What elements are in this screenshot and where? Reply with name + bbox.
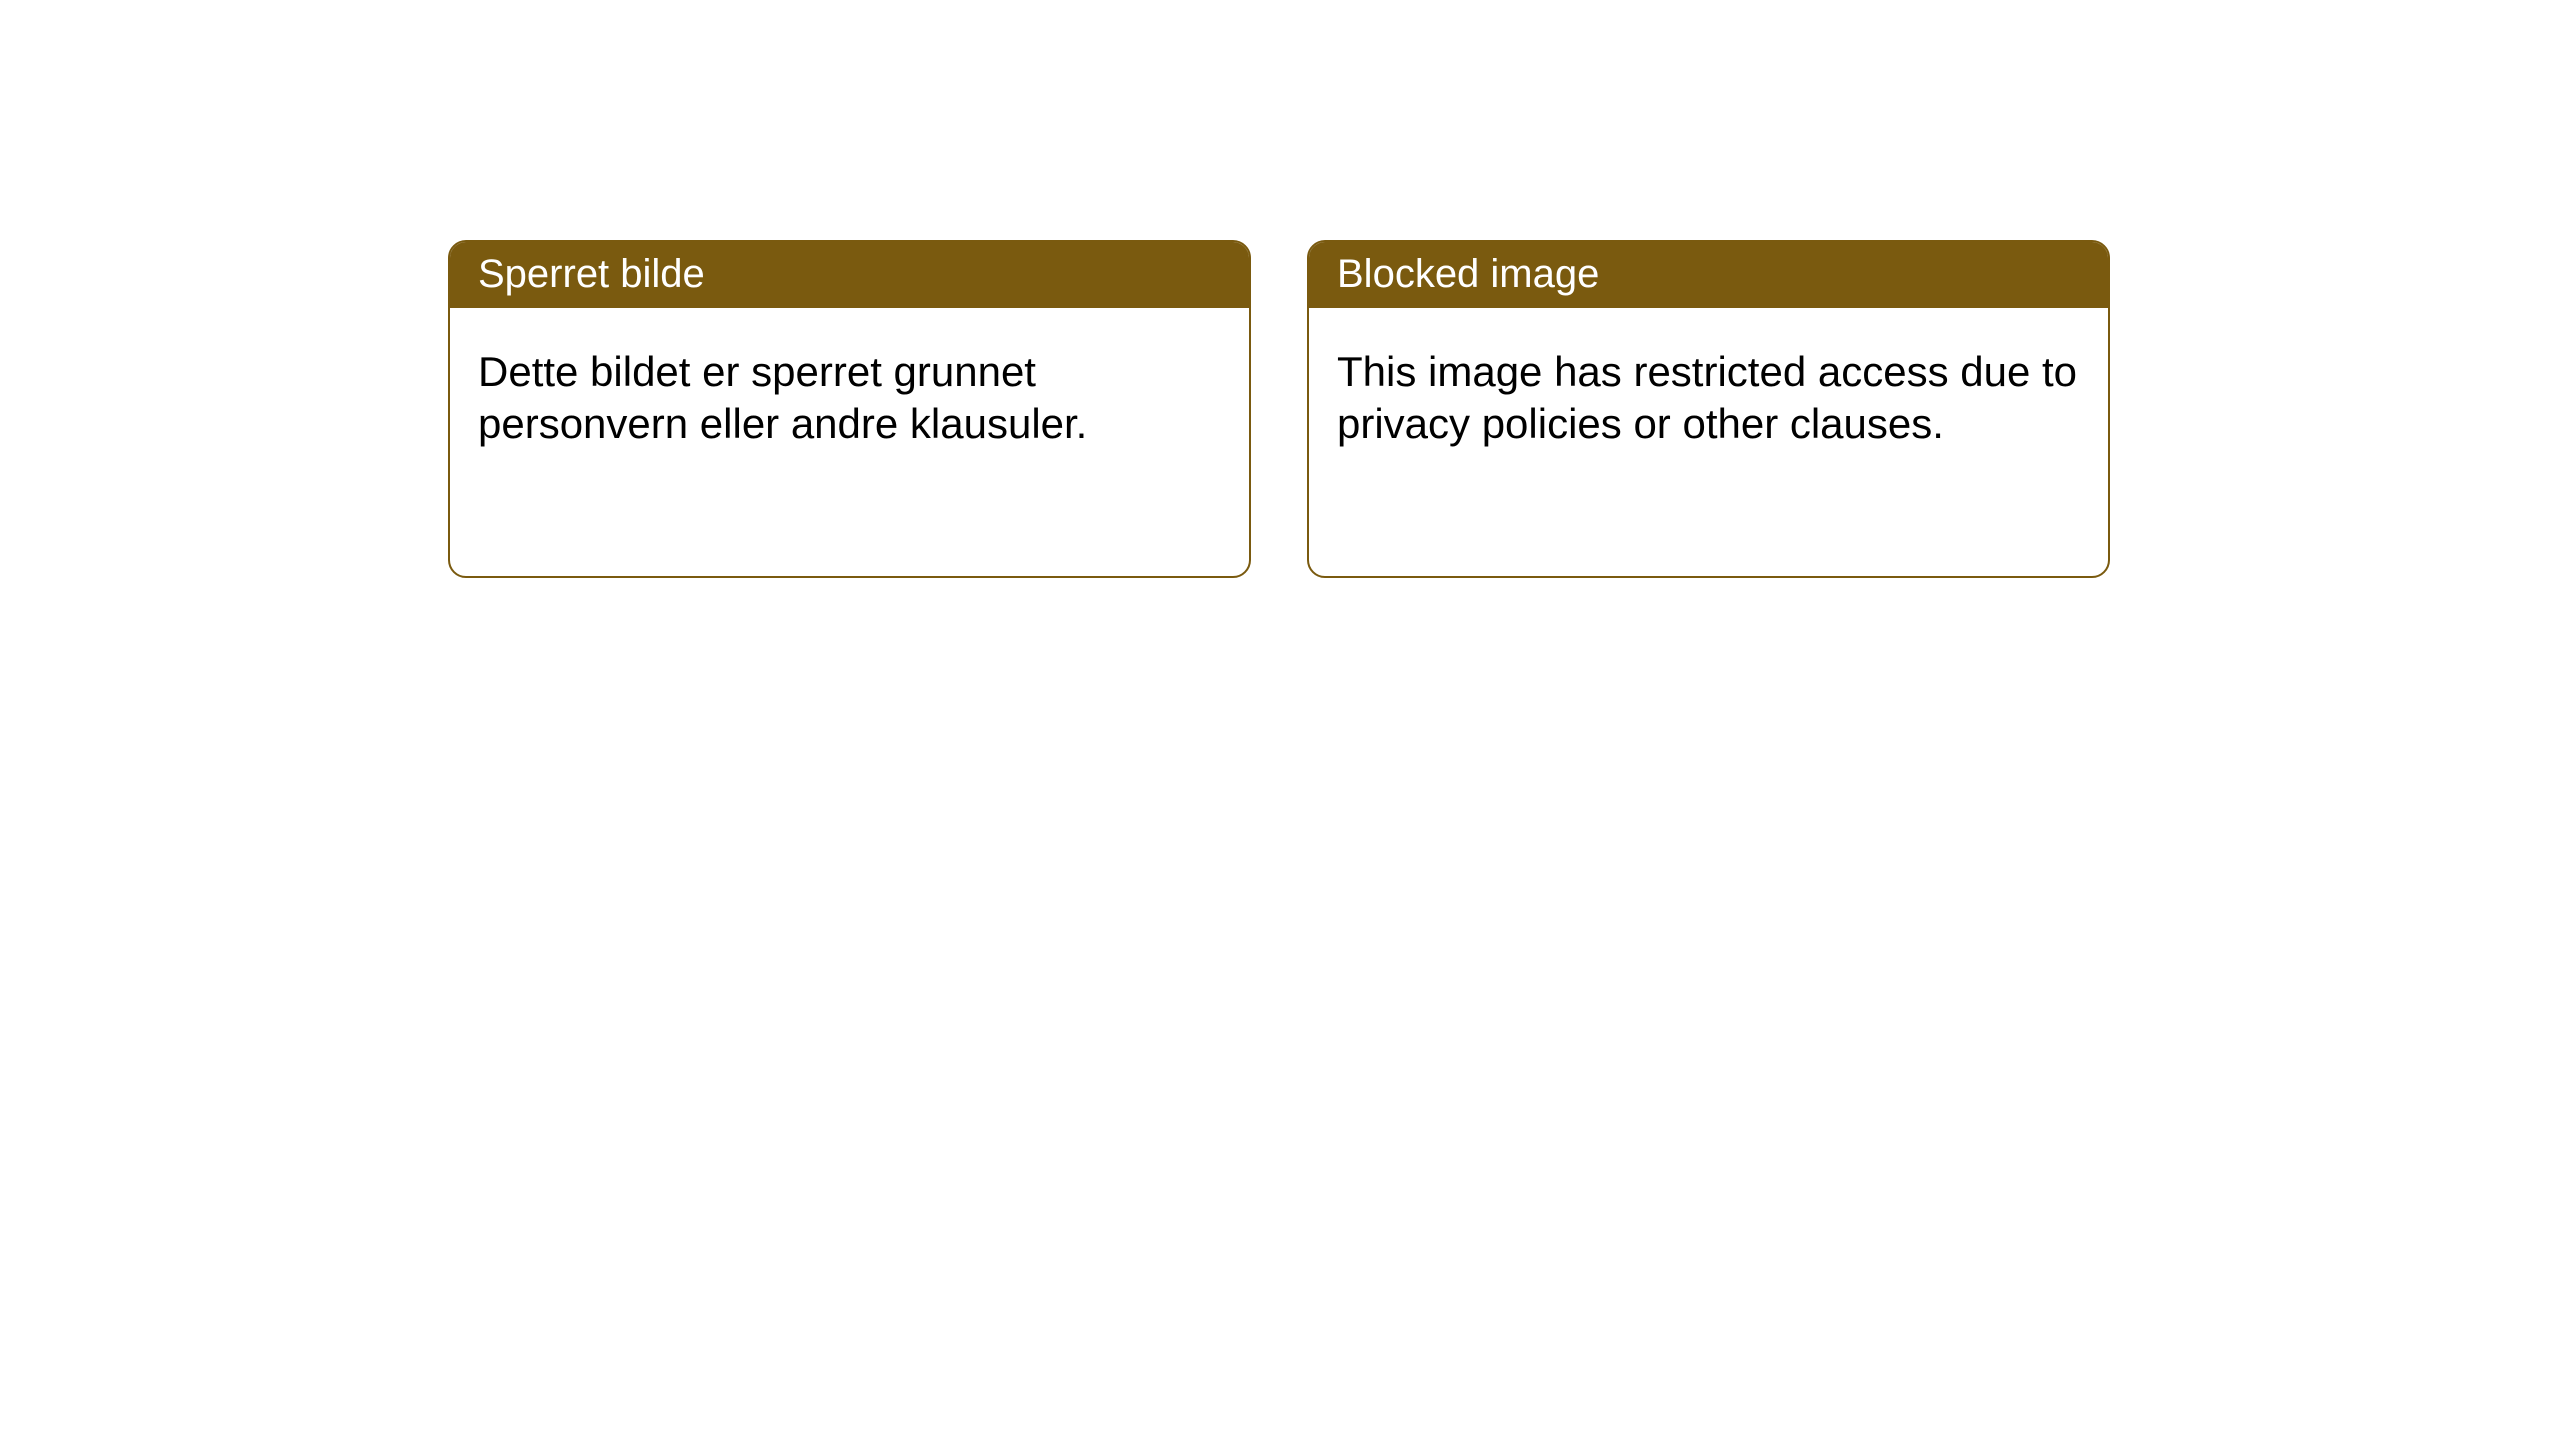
card-header: Sperret bilde [450, 242, 1249, 308]
notice-container: Sperret bilde Dette bildet er sperret gr… [0, 0, 2560, 578]
card-body-text: This image has restricted access due to … [1337, 348, 2077, 447]
card-header: Blocked image [1309, 242, 2108, 308]
card-body: Dette bildet er sperret grunnet personve… [450, 308, 1249, 478]
card-body-text: Dette bildet er sperret grunnet personve… [478, 348, 1087, 447]
card-body: This image has restricted access due to … [1309, 308, 2108, 478]
card-title: Blocked image [1337, 252, 1599, 296]
notice-card-norwegian: Sperret bilde Dette bildet er sperret gr… [448, 240, 1251, 578]
notice-card-english: Blocked image This image has restricted … [1307, 240, 2110, 578]
card-title: Sperret bilde [478, 252, 705, 296]
